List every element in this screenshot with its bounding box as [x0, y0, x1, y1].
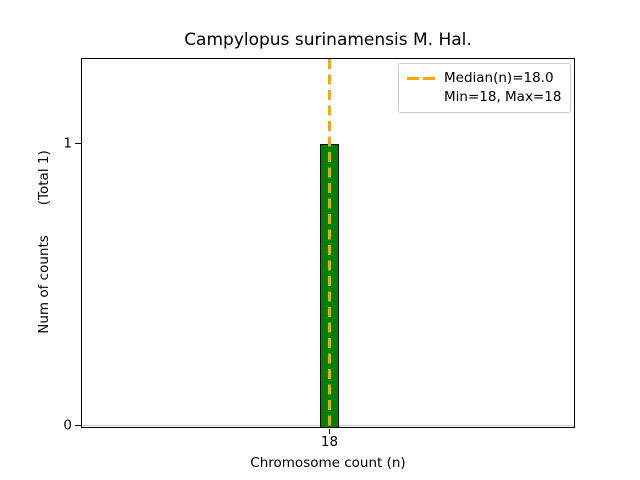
legend: Median(n)=18.0 Min=18, Max=18 [398, 63, 571, 113]
y-axis-label: Num of counts (Total 1) [36, 150, 52, 333]
y-axis-label-main: Num of counts [36, 235, 52, 334]
x-axis-label: Chromosome count (n) [250, 455, 406, 471]
x-tick-mark-18 [329, 428, 331, 434]
legend-handle-spacer [407, 96, 435, 99]
plot-title: Campylopus surinamensis M. Hal. [184, 30, 472, 50]
y-axis-label-total: (Total 1) [36, 150, 52, 206]
y-tick-label-1: 1 [63, 135, 72, 152]
orange-dashed-line-icon [407, 76, 435, 81]
legend-entry-median: Median(n)=18.0 [407, 69, 561, 88]
legend-label-minmax: Min=18, Max=18 [444, 89, 562, 106]
median-dashed-line [327, 59, 331, 427]
legend-label-median: Median(n)=18.0 [444, 70, 554, 87]
axes: Campylopus surinamensis M. Hal. 1 0 18 C… [63, 30, 575, 471]
legend-entry-minmax: Min=18, Max=18 [407, 88, 561, 107]
y-tick-mark-0 [75, 425, 81, 427]
y-tick-label-0: 0 [63, 417, 72, 434]
x-tick-label-18: 18 [320, 434, 339, 450]
y-tick-mark-1 [75, 143, 81, 145]
